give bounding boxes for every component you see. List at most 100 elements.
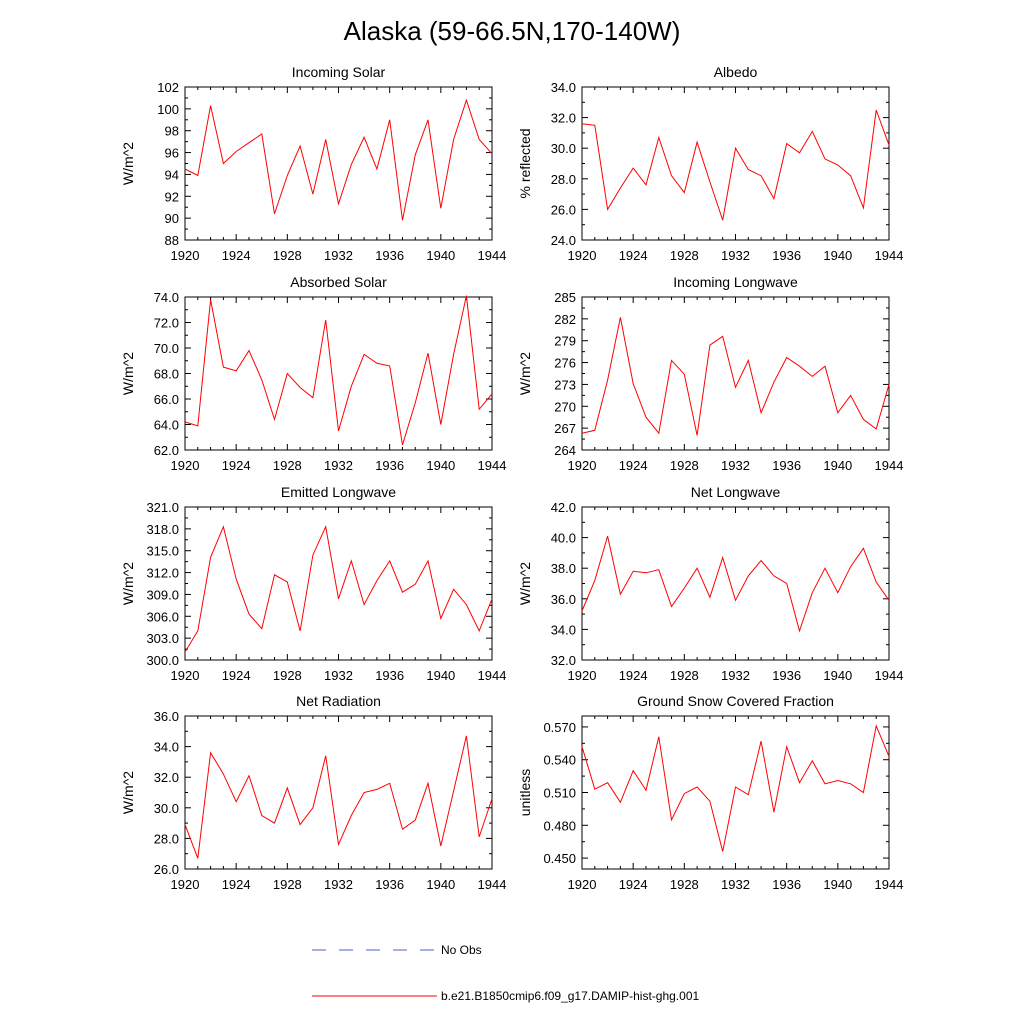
panel-title: Incoming Longwave xyxy=(673,274,798,290)
x-tick-label: 1936 xyxy=(772,248,801,263)
x-tick-label: 1920 xyxy=(568,877,597,892)
y-tick-label: 66.0 xyxy=(154,392,179,407)
series-line-1 xyxy=(581,109,890,221)
y-tick-label: 42.0 xyxy=(551,500,576,515)
y-tick-label: 32.0 xyxy=(551,111,576,126)
y-tick-label: 32.0 xyxy=(154,770,179,785)
x-tick-label: 1924 xyxy=(222,458,251,473)
y-tick-label: 34.0 xyxy=(154,740,179,755)
legend-model-label: b.e21.B1850cmip6.f09_g17.DAMIP-hist-ghg.… xyxy=(441,989,699,1003)
y-axis-label: W/m^2 xyxy=(120,562,136,605)
y-tick-label: 98 xyxy=(165,124,179,139)
y-tick-label: 26.0 xyxy=(551,202,576,217)
x-tick-label: 1936 xyxy=(375,248,404,263)
x-tick-label: 1932 xyxy=(324,668,353,683)
x-tick-label: 1940 xyxy=(426,458,455,473)
y-tick-label: 306.0 xyxy=(146,609,179,624)
y-tick-label: 300.0 xyxy=(146,653,179,668)
x-tick-label: 1928 xyxy=(670,248,699,263)
series-line-1 xyxy=(581,535,890,633)
x-tick-label: 1924 xyxy=(222,248,251,263)
x-tick-label: 1936 xyxy=(772,877,801,892)
panel-2: Albedo % reflected 1920 1924 1928 1932 1936 194… xyxy=(517,64,903,263)
y-tick-label: 273 xyxy=(554,377,576,392)
x-tick-label: 1928 xyxy=(273,877,302,892)
y-tick-label: 32.0 xyxy=(551,653,576,668)
x-tick-label: 1924 xyxy=(619,248,648,263)
x-tick-label: 1936 xyxy=(375,668,404,683)
y-tick-label: 102 xyxy=(157,80,179,95)
x-tick-label: 1940 xyxy=(426,668,455,683)
panel-title: Ground Snow Covered Fraction xyxy=(637,693,834,709)
y-tick-label: 90 xyxy=(165,211,179,226)
panel-title: Emitted Longwave xyxy=(281,484,396,500)
y-axis-label: % reflected xyxy=(517,128,533,198)
x-tick-label: 1940 xyxy=(823,877,852,892)
y-tick-label: 318.0 xyxy=(146,522,179,537)
y-tick-label: 285 xyxy=(554,290,576,305)
y-axis-label: W/m^2 xyxy=(120,142,136,185)
y-tick-label: 36.0 xyxy=(154,709,179,724)
x-tick-label: 1940 xyxy=(823,458,852,473)
panel-7: Net Radiation W/m^2 1920 1924 1928 1932 1936 19… xyxy=(120,693,506,892)
y-tick-label: 92 xyxy=(165,189,179,204)
x-tick-label: 1940 xyxy=(426,877,455,892)
x-tick-label: 1920 xyxy=(568,458,597,473)
x-tick-label: 1936 xyxy=(375,877,404,892)
legend: No Obs b.e21.B1850cmip6.f09_g17.DAMIP-hi… xyxy=(312,943,699,1003)
x-tick-label: 1940 xyxy=(823,668,852,683)
y-tick-label: 40.0 xyxy=(551,531,576,546)
panel-5: Emitted Longwave W/m^2 1920 1924 1928 1932 193… xyxy=(120,484,506,683)
x-tick-label: 1928 xyxy=(273,248,302,263)
panel-4: Incoming Longwave W/m^2 1920 1924 1928 1932 19… xyxy=(517,274,903,473)
plot-frame xyxy=(581,715,890,870)
x-tick-label: 1936 xyxy=(772,668,801,683)
y-axis-label: unitless xyxy=(517,769,533,816)
plot-frame xyxy=(184,715,493,870)
x-tick-label: 1928 xyxy=(670,458,699,473)
y-tick-label: 24.0 xyxy=(551,233,576,248)
y-tick-label: 26.0 xyxy=(154,862,179,877)
y-tick-label: 70.0 xyxy=(154,341,179,356)
y-tick-label: 0.540 xyxy=(543,753,576,768)
y-tick-label: 276 xyxy=(554,356,576,371)
y-tick-label: 38.0 xyxy=(551,561,576,576)
y-tick-label: 279 xyxy=(554,334,576,349)
y-tick-label: 34.0 xyxy=(551,622,576,637)
y-tick-label: 312.0 xyxy=(146,566,179,581)
x-tick-label: 1932 xyxy=(721,668,750,683)
y-tick-label: 303.0 xyxy=(146,631,179,646)
x-tick-label: 1924 xyxy=(619,668,648,683)
x-tick-label: 1940 xyxy=(426,248,455,263)
x-tick-label: 1932 xyxy=(721,877,750,892)
x-tick-label: 1932 xyxy=(324,458,353,473)
panel-1: Incoming Solar W/m^2 1920 1924 1928 1932 1936 1… xyxy=(120,64,506,263)
x-tick-label: 1920 xyxy=(568,248,597,263)
y-tick-label: 28.0 xyxy=(551,172,576,187)
x-tick-label: 1932 xyxy=(324,248,353,263)
y-tick-label: 94 xyxy=(165,167,179,182)
y-tick-label: 74.0 xyxy=(154,290,179,305)
x-tick-label: 1944 xyxy=(478,458,507,473)
x-tick-label: 1920 xyxy=(171,668,200,683)
panel-title: Albedo xyxy=(714,64,758,80)
figure-title: Alaska (59-66.5N,170-140W) xyxy=(344,16,681,46)
x-tick-label: 1924 xyxy=(222,668,251,683)
plot-frame xyxy=(581,296,890,451)
series-line-1 xyxy=(184,295,493,446)
y-tick-label: 309.0 xyxy=(146,587,179,602)
legend-no-obs-label: No Obs xyxy=(441,943,482,957)
panel-title: Net Radiation xyxy=(296,693,381,709)
y-tick-label: 0.570 xyxy=(543,720,576,735)
panel-title: Net Longwave xyxy=(691,484,781,500)
x-tick-label: 1936 xyxy=(375,458,404,473)
y-tick-label: 36.0 xyxy=(551,592,576,607)
plot-frame xyxy=(581,86,890,241)
y-tick-label: 62.0 xyxy=(154,443,179,458)
y-tick-label: 34.0 xyxy=(551,80,576,95)
x-tick-label: 1944 xyxy=(478,248,507,263)
panel-3: Absorbed Solar W/m^2 1920 1924 1928 1932 1936 1… xyxy=(120,274,506,473)
x-tick-label: 1944 xyxy=(875,248,904,263)
x-tick-label: 1944 xyxy=(875,458,904,473)
y-tick-label: 30.0 xyxy=(154,801,179,816)
